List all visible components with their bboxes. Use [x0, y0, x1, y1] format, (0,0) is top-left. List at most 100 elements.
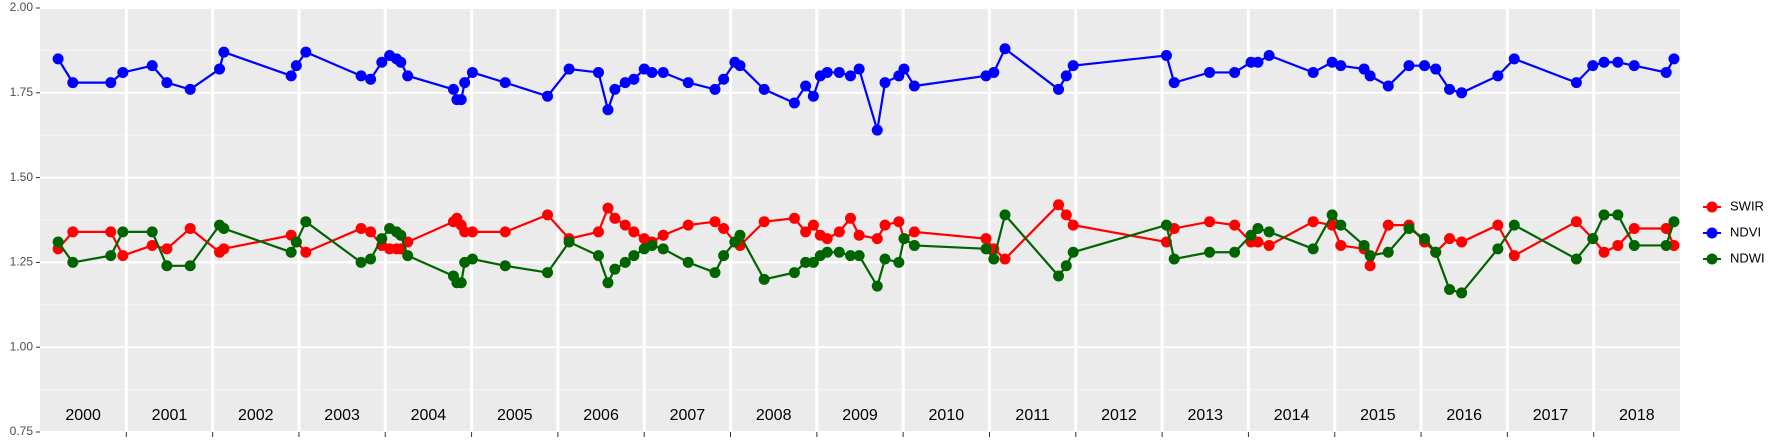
point: [447, 83, 459, 95]
legend-symbol: [1706, 253, 1718, 265]
year-label: 2009: [842, 407, 878, 424]
point: [682, 77, 694, 89]
point: [52, 53, 64, 65]
point: [609, 83, 621, 95]
y-tick-label: 1.50: [10, 170, 34, 184]
point: [1628, 60, 1640, 72]
point: [1660, 239, 1672, 251]
point: [466, 226, 478, 238]
point: [898, 233, 910, 245]
point: [657, 243, 669, 255]
point: [1598, 209, 1610, 221]
year-label: 2018: [1619, 407, 1655, 424]
point: [290, 60, 302, 72]
point: [845, 250, 857, 262]
point: [1508, 53, 1520, 65]
point: [146, 226, 158, 238]
point: [879, 253, 891, 265]
year-label: 2012: [1101, 407, 1137, 424]
point: [1252, 236, 1264, 248]
point: [1307, 216, 1319, 228]
point: [908, 226, 920, 238]
point: [1335, 219, 1347, 231]
point: [800, 256, 812, 268]
year-label: 2015: [1360, 407, 1396, 424]
point: [619, 77, 631, 89]
point: [1668, 216, 1680, 228]
legend-label: NDVI: [1730, 224, 1761, 239]
point: [879, 77, 891, 89]
point: [146, 60, 158, 72]
point: [1570, 77, 1582, 89]
point: [1570, 216, 1582, 228]
point: [376, 233, 388, 245]
point: [117, 66, 129, 78]
point: [214, 63, 226, 75]
point: [1358, 239, 1370, 251]
point: [455, 277, 467, 289]
point: [1053, 83, 1065, 95]
point: [988, 253, 1000, 265]
point: [563, 236, 575, 248]
point: [1444, 233, 1456, 245]
point: [300, 246, 312, 258]
point: [1587, 233, 1599, 245]
point: [1168, 77, 1180, 89]
point: [1160, 49, 1172, 61]
point: [52, 236, 64, 248]
point: [1229, 246, 1241, 258]
point: [1612, 239, 1624, 251]
point: [853, 250, 865, 262]
point: [1508, 250, 1520, 262]
point: [1668, 53, 1680, 65]
point: [628, 226, 640, 238]
point: [602, 277, 614, 289]
point: [300, 46, 312, 58]
point: [646, 66, 658, 78]
point: [1456, 87, 1468, 99]
point: [466, 253, 478, 265]
point: [67, 226, 79, 238]
point: [1168, 253, 1180, 265]
point: [365, 226, 377, 238]
point: [563, 63, 575, 75]
point: [1060, 260, 1072, 272]
point: [67, 77, 79, 89]
y-tick-label: 1.25: [10, 255, 34, 269]
point: [1660, 222, 1672, 234]
point: [1060, 70, 1072, 82]
point: [285, 246, 297, 258]
point: [980, 243, 992, 255]
point: [542, 90, 554, 102]
point: [1403, 222, 1415, 234]
point: [821, 233, 833, 245]
point: [1263, 49, 1275, 61]
point: [184, 260, 196, 272]
point: [1492, 219, 1504, 231]
point: [758, 83, 770, 95]
point: [499, 77, 511, 89]
point: [1326, 209, 1338, 221]
point: [117, 250, 129, 262]
point: [628, 250, 640, 262]
point: [602, 104, 614, 116]
point: [709, 216, 721, 228]
point: [105, 250, 117, 262]
point: [871, 280, 883, 292]
year-label: 2007: [670, 407, 706, 424]
point: [67, 256, 79, 268]
point: [1430, 246, 1442, 258]
point: [879, 219, 891, 231]
point: [602, 202, 614, 214]
point: [1612, 209, 1624, 221]
point: [734, 60, 746, 72]
point: [365, 253, 377, 265]
point: [1430, 63, 1442, 75]
legend-label: SWIR: [1730, 198, 1764, 213]
point: [734, 229, 746, 241]
point: [845, 212, 857, 224]
point: [499, 260, 511, 272]
point: [709, 83, 721, 95]
point: [788, 267, 800, 279]
